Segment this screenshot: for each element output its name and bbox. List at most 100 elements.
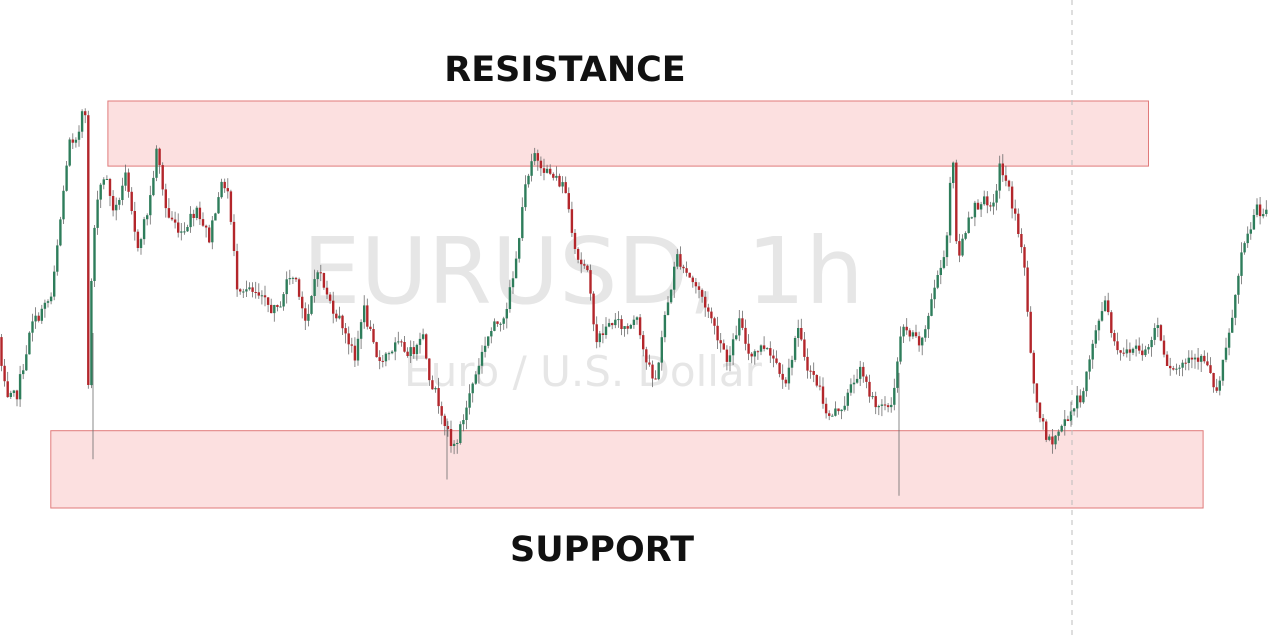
candle	[28, 331, 31, 355]
candle	[93, 225, 96, 287]
candle-body-down	[1184, 362, 1187, 364]
candle	[229, 189, 233, 225]
candle-body-down	[716, 325, 719, 341]
candle-body-down	[378, 357, 381, 361]
candle	[979, 201, 983, 217]
candle	[1116, 332, 1119, 355]
candle-body-down	[208, 227, 211, 243]
candle-body-down	[595, 324, 598, 343]
candle-body-down	[366, 305, 369, 327]
candle	[77, 125, 81, 147]
candle	[310, 295, 313, 316]
candle-body-down	[592, 293, 595, 325]
candle	[74, 137, 78, 148]
candle	[130, 187, 133, 215]
candle	[161, 162, 164, 196]
candle-body-up	[524, 184, 527, 208]
candle	[53, 265, 56, 301]
candle-body-down	[828, 413, 831, 416]
candle	[580, 252, 583, 274]
candle-body-up	[80, 111, 84, 132]
candle-body-up	[310, 296, 313, 314]
candle	[105, 175, 109, 180]
candle	[96, 190, 99, 235]
candle	[617, 311, 620, 328]
candle-body-up	[387, 353, 391, 355]
candle	[958, 233, 961, 263]
candle	[248, 282, 251, 291]
candle	[34, 307, 37, 329]
candle-body-up	[666, 302, 670, 315]
candle-body-up	[846, 392, 849, 406]
candle-body-down	[874, 396, 877, 408]
candle	[1237, 273, 1240, 304]
candle-body-up	[948, 182, 952, 236]
candle	[818, 376, 822, 391]
candle-body-down	[976, 202, 980, 210]
candle	[1119, 350, 1122, 361]
candle	[192, 209, 195, 227]
candle	[1094, 325, 1097, 348]
candle	[502, 316, 505, 330]
candle	[1262, 208, 1265, 219]
candle-body-up	[28, 332, 31, 355]
candle	[279, 301, 282, 308]
candle	[1224, 337, 1228, 363]
candle	[384, 352, 388, 367]
candle	[735, 325, 738, 341]
candle	[217, 192, 220, 214]
candle	[955, 159, 958, 244]
candle	[1076, 386, 1079, 418]
candle-body-up	[1091, 343, 1094, 360]
candle-body-up	[493, 321, 496, 331]
candle-body-up	[316, 272, 319, 280]
candle-body-down	[620, 319, 623, 329]
candle-body-up	[1060, 425, 1063, 432]
candle	[642, 331, 645, 357]
candle	[793, 335, 797, 363]
candle	[1054, 435, 1057, 450]
candle-body-down	[440, 406, 443, 416]
candle	[446, 421, 450, 437]
candle-body-down	[589, 270, 592, 294]
candle	[1057, 429, 1060, 441]
candle	[552, 172, 555, 181]
candle-body-down	[341, 315, 344, 329]
candle	[186, 224, 189, 232]
candle	[59, 216, 62, 247]
candle-body-up	[945, 235, 949, 258]
candle	[1252, 209, 1256, 230]
candle-body-up	[452, 443, 456, 446]
candle	[332, 291, 335, 324]
candle-body-up	[1249, 229, 1252, 234]
candle	[493, 318, 496, 332]
candle-body-down	[769, 348, 772, 356]
candle-body-up	[18, 374, 22, 400]
candle-body-up	[508, 287, 512, 309]
candle	[1153, 323, 1156, 346]
candle	[338, 306, 341, 320]
candle	[304, 302, 307, 330]
candle-body-up	[1243, 243, 1246, 253]
candle	[1243, 241, 1246, 255]
candle-body-up	[394, 342, 397, 352]
candle	[1103, 295, 1107, 312]
candle-body-down	[564, 182, 567, 194]
candle	[1193, 353, 1197, 369]
candle-body-up	[390, 351, 394, 354]
candle-body-down	[586, 265, 589, 271]
candle	[403, 336, 406, 353]
candle	[350, 337, 353, 353]
candle	[434, 386, 437, 393]
candle	[936, 270, 939, 290]
candle-body-down	[986, 196, 989, 206]
candle-body-up	[1076, 395, 1079, 409]
candle	[1258, 197, 1262, 225]
candle	[762, 336, 766, 352]
candle-body-down	[821, 386, 825, 404]
candle	[800, 318, 803, 342]
candle-body-up	[983, 196, 986, 205]
candle-body-up	[1150, 340, 1153, 348]
candle-body-up	[245, 289, 248, 292]
candle	[1159, 324, 1163, 342]
